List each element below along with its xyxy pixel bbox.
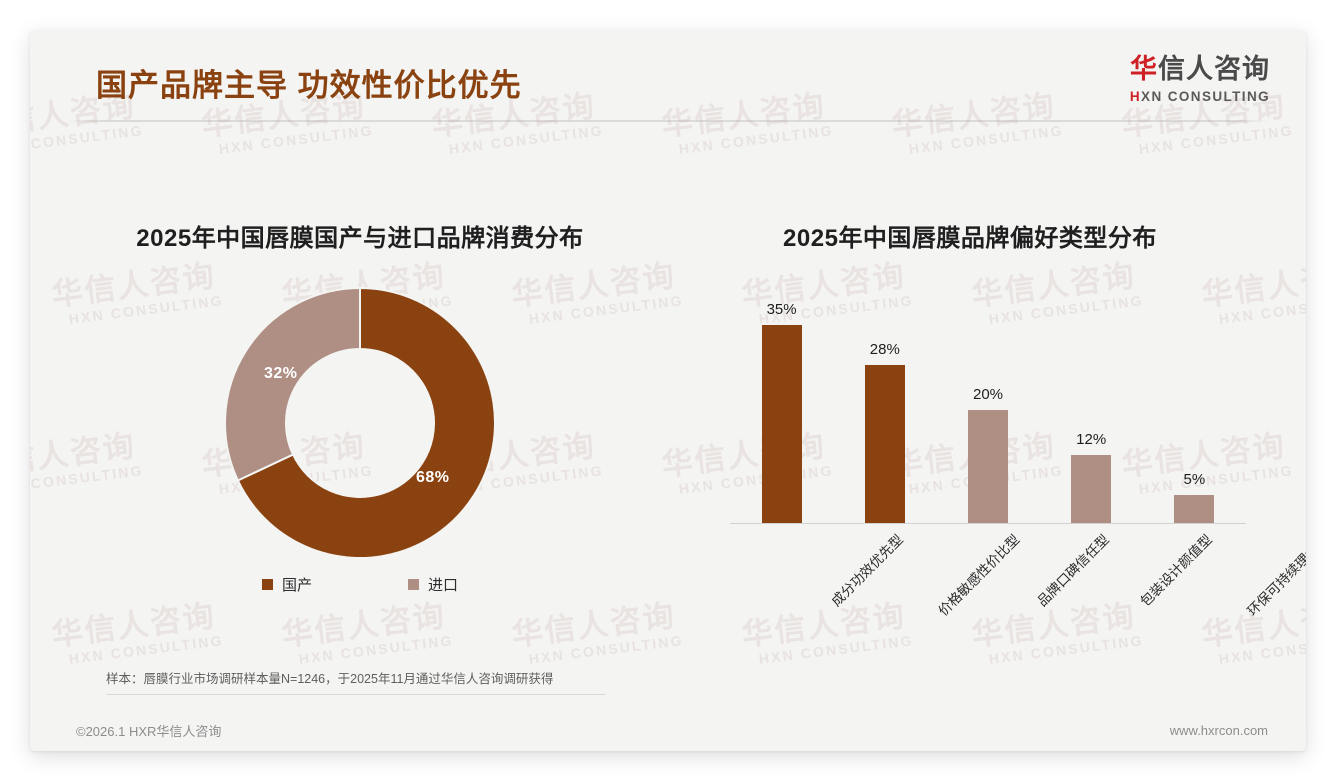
legend-label-domestic: 国产 xyxy=(281,577,312,594)
bar-category-label: 价格敏感性价比型 xyxy=(935,531,1023,619)
bar-column[interactable]: 12% xyxy=(1071,271,1112,523)
bar-rect[interactable] xyxy=(968,410,1008,523)
bar-category-label: 成分功效优先型 xyxy=(828,531,906,610)
footer-copyright: ©2026.1 HXR华信人咨询 xyxy=(76,723,222,739)
slide-card: 华信人咨询 HXN CONSULTING 华信人咨询 HXN CONSULTING华信… xyxy=(30,30,1306,751)
page-title: 国产品牌主导 功效性价比优先 xyxy=(96,68,522,103)
logo-chinese-highlight: 华 xyxy=(1130,54,1158,84)
bar-column[interactable]: 20% xyxy=(968,271,1008,523)
bar-rect[interactable] xyxy=(1071,455,1112,523)
bar-value-label: 5% xyxy=(1183,470,1206,488)
bar-axis-line xyxy=(730,523,1246,524)
legend-swatch-imported xyxy=(408,579,419,590)
bar-rect[interactable] xyxy=(1174,494,1215,523)
logo-chinese-rest: 信人咨询 xyxy=(1158,54,1270,84)
bar-category-labels: 成分功效优先型 价格敏感性价比型 品牌口碑信任型 包装设计颜值型 环保可持续理念型 xyxy=(730,529,1306,649)
bar-chart: 35% 28% 20% 12% 5% 成分功效优先型 价格敏感性价比型 品牌口碑信任型 包装设… xyxy=(670,271,1306,619)
charts-body: 2025年中国唇膜国产与进口品牌消费分布 68% 32% 国产 进口 xyxy=(30,122,1306,657)
footer-website[interactable]: www.hxrcon.com xyxy=(1169,722,1268,738)
bar-rect[interactable] xyxy=(864,364,905,523)
header-divider xyxy=(66,120,1270,122)
bar-value-label: 35% xyxy=(766,301,797,319)
logo-english-rest: XN CONSULTING xyxy=(1141,89,1270,104)
sample-footnote: 样本：唇膜行业市场调研样本量N=1246，于2025年11月通过华信人咨询调研获… xyxy=(106,668,606,695)
legend-item-domestic[interactable]: 国产 xyxy=(261,574,312,595)
bar-column[interactable]: 35% xyxy=(761,271,802,523)
legend-item-imported[interactable]: 进口 xyxy=(408,574,458,595)
bar-value-label: 20% xyxy=(972,386,1004,403)
donut-chart-panel: 2025年中国唇膜国产与进口品牌消费分布 68% 32% 国产 进口 xyxy=(70,122,650,657)
logo-english: HXN CONSULTING xyxy=(1130,90,1270,104)
legend-label-imported: 进口 xyxy=(428,577,459,594)
donut-legend: 国产 进口 xyxy=(70,574,650,595)
logo-chinese: 华信人咨询 xyxy=(1130,56,1270,83)
donut-svg xyxy=(224,286,496,559)
legend-swatch-domestic xyxy=(261,579,273,590)
bar-category-label: 品牌口碑信任型 xyxy=(1034,531,1112,610)
bar-category-label: 包装设计颜值型 xyxy=(1137,531,1216,610)
slide-footer: ©2026.1 HXR华信人咨询 www.hxrcon.com xyxy=(30,709,1306,751)
company-logo: 华信人咨询 HXN CONSULTING xyxy=(1130,56,1270,104)
donut-slice-国产[interactable] xyxy=(236,286,496,559)
footnote-area: 样本：唇膜行业市场调研样本量N=1246，于2025年11月通过华信人咨询调研获… xyxy=(30,668,1306,695)
bar-column[interactable]: 5% xyxy=(1174,271,1215,523)
bar-value-label: 12% xyxy=(1076,431,1107,449)
bar-value-label: 28% xyxy=(869,340,900,358)
donut-label-domestic: 68% xyxy=(416,469,450,486)
bar-plot-area: 35% 28% 20% 12% 5% xyxy=(730,271,1246,523)
bar-chart-title: 2025年中国唇膜品牌偏好类型分布 xyxy=(783,225,1157,252)
bar-column[interactable]: 28% xyxy=(864,271,905,523)
slide-header: 国产品牌主导 功效性价比优先 华信人咨询 HXN CONSULTING xyxy=(30,30,1306,112)
donut-label-imported: 32% xyxy=(264,365,298,382)
donut-slice-进口[interactable] xyxy=(224,286,361,482)
bar-rect[interactable] xyxy=(761,325,802,523)
donut-chart-title: 2025年中国唇膜国产与进口品牌消费分布 xyxy=(136,225,584,252)
logo-english-highlight: H xyxy=(1129,89,1142,104)
donut-chart: 68% 32% xyxy=(220,283,500,563)
bar-category-label: 环保可持续理念型 xyxy=(1244,531,1306,619)
bar-chart-panel: 2025年中国唇膜品牌偏好类型分布 35% 28% 20% 12% 5% 成分功效优先型… xyxy=(670,122,1306,657)
